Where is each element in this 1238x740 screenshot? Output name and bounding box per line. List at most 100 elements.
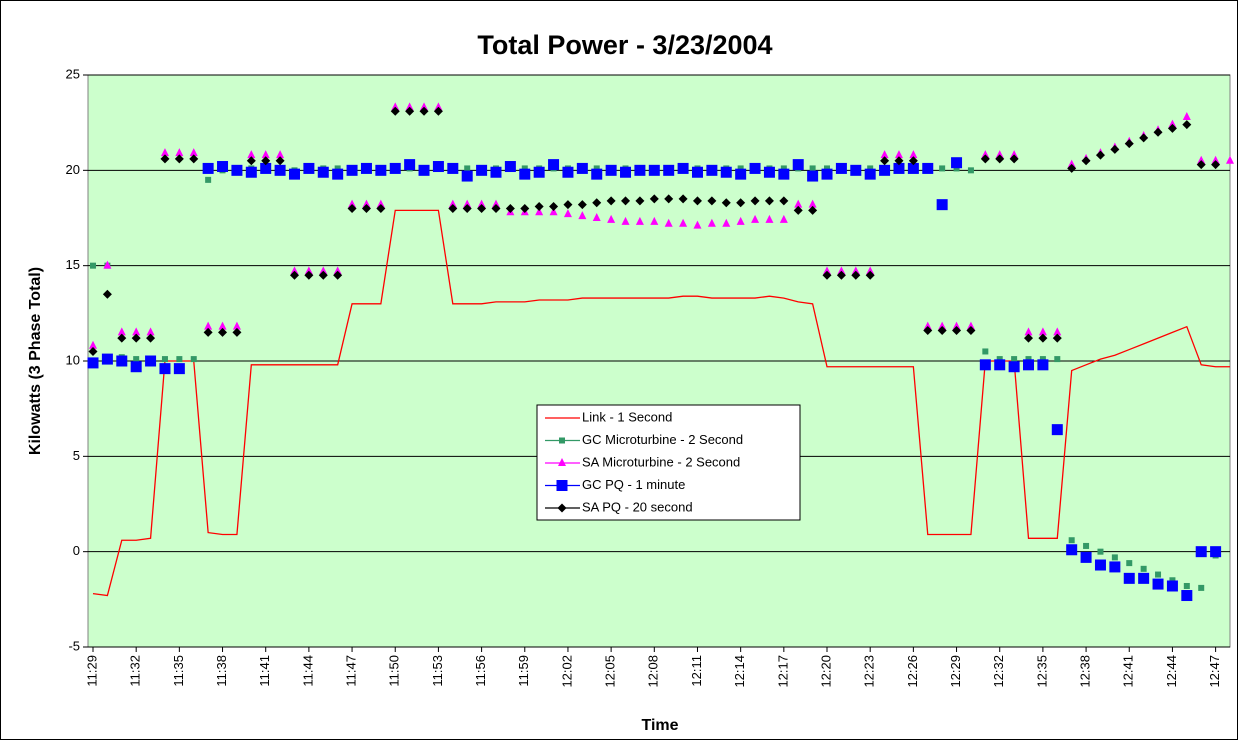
marker xyxy=(620,166,632,178)
marker xyxy=(851,266,860,275)
marker xyxy=(1094,559,1106,571)
marker xyxy=(1051,424,1063,436)
x-tick-label: 11:29 xyxy=(84,655,99,687)
marker xyxy=(202,162,214,174)
marker xyxy=(938,321,947,330)
marker xyxy=(880,150,889,159)
marker xyxy=(146,327,155,336)
marker xyxy=(319,266,328,275)
x-tick-label: 12:14 xyxy=(732,655,747,688)
marker xyxy=(936,199,948,211)
marker xyxy=(176,356,183,363)
marker xyxy=(448,203,458,213)
marker xyxy=(1197,155,1206,164)
x-tick-label: 12:44 xyxy=(1164,655,1179,688)
marker xyxy=(276,150,285,159)
marker xyxy=(159,363,171,375)
marker xyxy=(908,156,918,166)
marker xyxy=(736,216,745,225)
x-tick-label: 11:38 xyxy=(214,655,229,687)
marker xyxy=(1168,119,1177,128)
x-tick-label: 12:08 xyxy=(646,655,661,688)
marker xyxy=(204,321,213,330)
marker xyxy=(534,202,544,212)
legend-box xyxy=(536,404,801,521)
marker xyxy=(491,199,500,208)
marker xyxy=(592,198,602,208)
marker xyxy=(1169,577,1176,584)
marker xyxy=(779,196,789,206)
marker xyxy=(679,218,688,227)
marker xyxy=(218,321,227,330)
marker xyxy=(792,159,804,171)
marker xyxy=(375,164,387,176)
marker xyxy=(563,200,573,210)
marker xyxy=(1095,150,1105,160)
marker xyxy=(635,216,644,225)
marker xyxy=(837,266,846,275)
marker xyxy=(117,333,127,343)
marker xyxy=(347,203,357,213)
marker xyxy=(218,327,228,337)
marker xyxy=(979,359,991,371)
marker xyxy=(389,162,401,174)
y-tick-label: 0 xyxy=(73,543,80,558)
x-tick-label: 12:38 xyxy=(1078,655,1093,688)
marker xyxy=(663,164,675,176)
legend-marker xyxy=(559,437,565,444)
marker xyxy=(317,166,329,178)
marker xyxy=(491,203,501,213)
legend-label: GC Microturbine - 2 Second xyxy=(582,432,743,447)
marker xyxy=(736,198,746,208)
x-tick-label: 11:47 xyxy=(344,655,359,687)
marker xyxy=(433,106,443,116)
marker xyxy=(376,203,386,213)
marker xyxy=(1196,160,1206,170)
marker xyxy=(952,321,961,330)
marker xyxy=(1123,572,1135,584)
marker xyxy=(576,162,588,174)
marker xyxy=(1126,560,1133,567)
marker xyxy=(764,196,774,206)
marker xyxy=(664,194,674,204)
marker xyxy=(577,200,587,210)
marker xyxy=(851,270,861,280)
marker xyxy=(477,203,487,213)
marker xyxy=(462,203,472,213)
marker xyxy=(880,156,890,166)
marker xyxy=(605,164,617,176)
marker xyxy=(664,218,673,227)
marker xyxy=(780,165,787,172)
marker xyxy=(607,214,616,223)
marker xyxy=(751,214,760,223)
marker xyxy=(1153,127,1163,137)
marker xyxy=(606,196,616,206)
legend-label: SA PQ - 20 second xyxy=(582,499,693,514)
marker xyxy=(132,327,141,336)
marker xyxy=(1053,327,1062,336)
marker xyxy=(505,203,515,213)
marker xyxy=(332,168,344,180)
marker xyxy=(835,162,847,174)
x-tick-label: 12:11 xyxy=(689,655,704,687)
marker xyxy=(1097,548,1104,555)
marker xyxy=(1067,159,1076,168)
marker xyxy=(823,266,832,275)
marker xyxy=(893,162,905,174)
marker xyxy=(634,164,646,176)
marker xyxy=(548,159,560,171)
marker xyxy=(894,150,903,159)
marks xyxy=(87,102,1234,602)
marker xyxy=(808,199,817,208)
marker xyxy=(1195,546,1207,558)
marker xyxy=(361,203,371,213)
x-tick-label: 12:17 xyxy=(775,655,790,688)
y-tick-label: 15 xyxy=(66,257,80,272)
x-tick-label: 12:26 xyxy=(905,655,920,688)
marker xyxy=(519,168,531,180)
marker xyxy=(1152,578,1164,590)
marker xyxy=(448,199,457,208)
marker xyxy=(967,167,974,174)
marker xyxy=(90,262,96,269)
